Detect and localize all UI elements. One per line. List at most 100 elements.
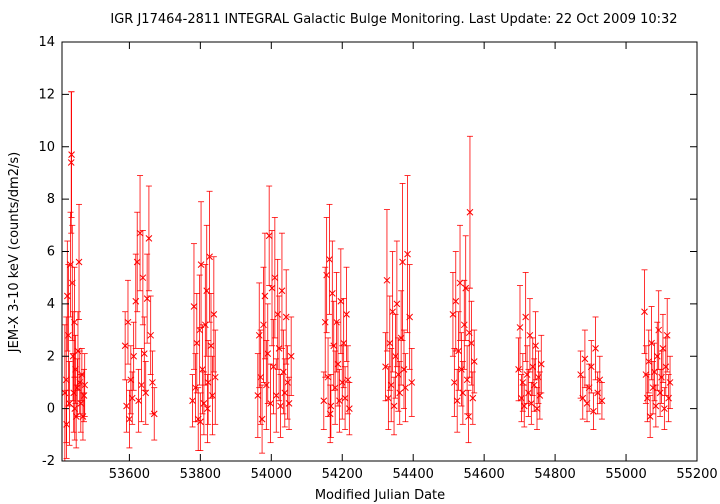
data-point xyxy=(449,272,457,357)
data-point xyxy=(338,345,346,420)
data-point xyxy=(665,374,672,423)
y-tick-label: 4 xyxy=(47,297,55,312)
data-point xyxy=(587,340,595,394)
data-point xyxy=(520,384,528,428)
y-axis-label: JEM-X 3-10 keV (counts/dm2/s) xyxy=(7,152,22,353)
data-point xyxy=(203,224,211,357)
data-point xyxy=(136,175,144,292)
data-point xyxy=(386,295,394,391)
x-tick-label: 54200 xyxy=(322,467,363,482)
data-point xyxy=(387,347,395,423)
data-point xyxy=(522,272,530,362)
data-point xyxy=(404,175,411,334)
data-point xyxy=(189,374,196,428)
data-point xyxy=(651,342,658,402)
data-point xyxy=(139,230,147,326)
y-tick-label: 8 xyxy=(47,192,55,207)
data-point xyxy=(334,321,342,407)
data-point xyxy=(463,345,471,415)
data-point xyxy=(209,355,216,436)
data-point xyxy=(285,376,293,430)
data-point xyxy=(75,203,83,320)
data-point xyxy=(646,395,654,438)
data-point xyxy=(519,353,527,412)
x-tick-label: 54400 xyxy=(393,467,434,482)
data-point xyxy=(331,350,339,425)
data-point xyxy=(590,392,597,430)
data-point xyxy=(204,374,211,444)
data-point xyxy=(190,243,198,370)
data-point xyxy=(330,300,338,391)
data-point xyxy=(274,258,282,370)
data-point xyxy=(596,355,604,404)
data-point xyxy=(255,282,263,389)
data-point xyxy=(383,209,391,352)
data-point xyxy=(132,253,140,349)
data-point xyxy=(281,358,289,428)
data-point xyxy=(390,376,398,436)
y-tick-label: 2 xyxy=(47,349,55,364)
data-point xyxy=(204,340,212,425)
data-point xyxy=(658,350,665,404)
data-point xyxy=(267,363,274,444)
data-point xyxy=(526,298,534,373)
data-point xyxy=(321,266,329,378)
data-point xyxy=(465,389,472,444)
data-point xyxy=(389,251,396,373)
data-point xyxy=(138,347,145,423)
data-point xyxy=(344,345,352,415)
data-point xyxy=(210,256,218,373)
data-point xyxy=(393,240,401,368)
data-point xyxy=(345,382,353,436)
data-point xyxy=(65,264,72,407)
x-tick-label: 53800 xyxy=(180,467,221,482)
data-point xyxy=(399,183,406,341)
data-point xyxy=(662,337,670,396)
axes-layer: -2 0 2 4 6 8 10 12 14 53600 53800 54000 54200 54400 54… xyxy=(38,35,717,482)
data-point xyxy=(280,329,287,415)
data-point xyxy=(123,379,130,433)
data-point xyxy=(459,361,467,425)
data-point xyxy=(143,253,151,344)
data-point xyxy=(261,232,269,360)
data-point xyxy=(661,387,668,430)
data-point xyxy=(532,311,539,381)
data-point xyxy=(516,285,524,370)
data-point xyxy=(140,316,148,391)
data-point xyxy=(207,292,215,399)
data-point xyxy=(537,334,545,394)
y-tick-label: 6 xyxy=(47,245,55,260)
x-tick-label: 55200 xyxy=(676,467,717,482)
data-point xyxy=(254,353,262,438)
data-point xyxy=(124,279,132,365)
y-tick-label: 0 xyxy=(47,402,55,417)
data-point xyxy=(469,371,477,425)
data-point xyxy=(197,201,205,328)
data-point xyxy=(659,313,667,383)
data-point xyxy=(392,313,399,399)
data-point xyxy=(455,311,462,391)
data-point xyxy=(68,91,75,218)
data-point xyxy=(211,329,219,425)
data-point xyxy=(581,329,589,389)
data-point xyxy=(66,361,73,446)
data-point xyxy=(577,350,584,399)
data-point xyxy=(460,279,468,370)
data-point xyxy=(337,248,345,355)
data-point xyxy=(127,345,135,415)
x-tick-label: 54800 xyxy=(534,467,575,482)
data-point xyxy=(465,287,473,378)
data-point xyxy=(73,358,81,417)
chart-title: IGR J17464-2811 INTEGRAL Galactic Bulge … xyxy=(110,12,677,27)
x-axis-label: Modified Julian Date xyxy=(315,488,445,503)
data-point xyxy=(278,232,286,349)
data-point xyxy=(287,316,295,396)
data-point xyxy=(408,347,416,417)
data-point xyxy=(326,384,334,444)
data-point xyxy=(340,298,348,389)
data-point xyxy=(142,361,150,425)
y-tick-label: 12 xyxy=(38,87,55,102)
x-tick-label: 53600 xyxy=(109,467,150,482)
data-point xyxy=(579,376,587,420)
